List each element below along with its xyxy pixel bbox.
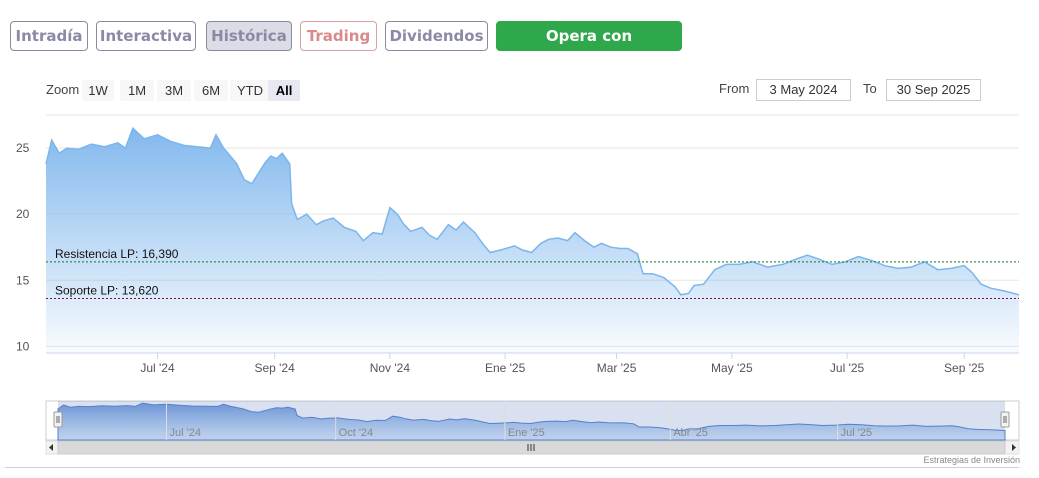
opera-freedom24-label: Opera con Freedom24 <box>541 27 637 73</box>
zoom-1w-button[interactable]: 1W <box>82 80 114 101</box>
range-from-input[interactable]: 3 May 2024 <box>756 79 851 101</box>
scroll-right-arrow-icon[interactable] <box>1012 444 1016 451</box>
tab-trading-label: Trading <box>306 27 371 45</box>
navigator-tick-label: Oct '24 <box>339 427 374 439</box>
tab-interactiva-label: Interactiva <box>99 27 193 45</box>
opera-freedom24-button[interactable]: Opera con Freedom24 <box>496 21 682 73</box>
price-line <box>45 126 1020 296</box>
tab-historica-label: Histórica <box>211 27 287 45</box>
navigator-handle-right[interactable] <box>1000 411 1010 428</box>
x-tick-label: May '25 <box>711 361 753 375</box>
zoom-3m-button[interactable]: 3M <box>157 80 191 101</box>
y-tick-label: 20 <box>16 207 30 221</box>
navigator-tick-label: Abr '25 <box>673 427 708 439</box>
y-tick-label: 15 <box>16 273 30 287</box>
tab-interactiva[interactable]: Interactiva <box>96 21 196 51</box>
navigator-series <box>57 402 1006 441</box>
tab-trading[interactable]: Trading <box>300 21 377 51</box>
price-area <box>46 128 1019 353</box>
zoom-6m-button[interactable]: 6M <box>194 80 228 101</box>
navigator-tick-label: Jul '25 <box>841 427 872 439</box>
x-tick-label: Jul '25 <box>830 361 865 375</box>
tab-intradia-label: Intradía <box>15 27 83 45</box>
plot-line-label-0: Resistencia LP: 16,390 <box>55 247 179 261</box>
zoom-ytd-button[interactable]: YTD <box>230 80 270 101</box>
x-tick-label: Mar '25 <box>597 361 637 375</box>
chart-credit[interactable]: Estrategias de Inversión <box>923 455 1020 465</box>
zoom-all-button[interactable]: All <box>268 80 300 101</box>
tab-dividendos-label: Dividendos <box>389 27 484 45</box>
navigator-tick-label: Ene '25 <box>508 427 545 439</box>
plot-line-label-1: Soporte LP: 13,620 <box>55 284 159 298</box>
zoom-1m-button[interactable]: 1M <box>120 80 154 101</box>
range-from-label: From <box>719 81 750 96</box>
tab-historica[interactable]: Histórica <box>206 21 292 51</box>
y-tick-label: 25 <box>16 141 30 155</box>
scroll-left-arrow-icon[interactable] <box>49 444 53 451</box>
range-to-input[interactable]: 30 Sep 2025 <box>886 79 981 101</box>
navigator-tick-label: Jul '24 <box>169 427 200 439</box>
x-tick-label: Jul '24 <box>140 361 175 375</box>
y-tick-label: 10 <box>16 339 30 353</box>
tab-intradia[interactable]: Intradía <box>10 21 88 51</box>
range-to-label: To <box>863 81 877 96</box>
zoom-label: Zoom <box>46 82 80 97</box>
navigator-handle-left[interactable] <box>53 411 63 428</box>
navigator-mask <box>58 401 1005 440</box>
bottom-divider <box>5 467 1019 468</box>
x-tick-label: Nov '24 <box>370 361 411 375</box>
x-tick-label: Sep '24 <box>254 361 295 375</box>
tab-dividendos[interactable]: Dividendos <box>385 21 488 51</box>
x-tick-label: Sep '25 <box>944 361 985 375</box>
x-tick-label: Ene '25 <box>485 361 526 375</box>
